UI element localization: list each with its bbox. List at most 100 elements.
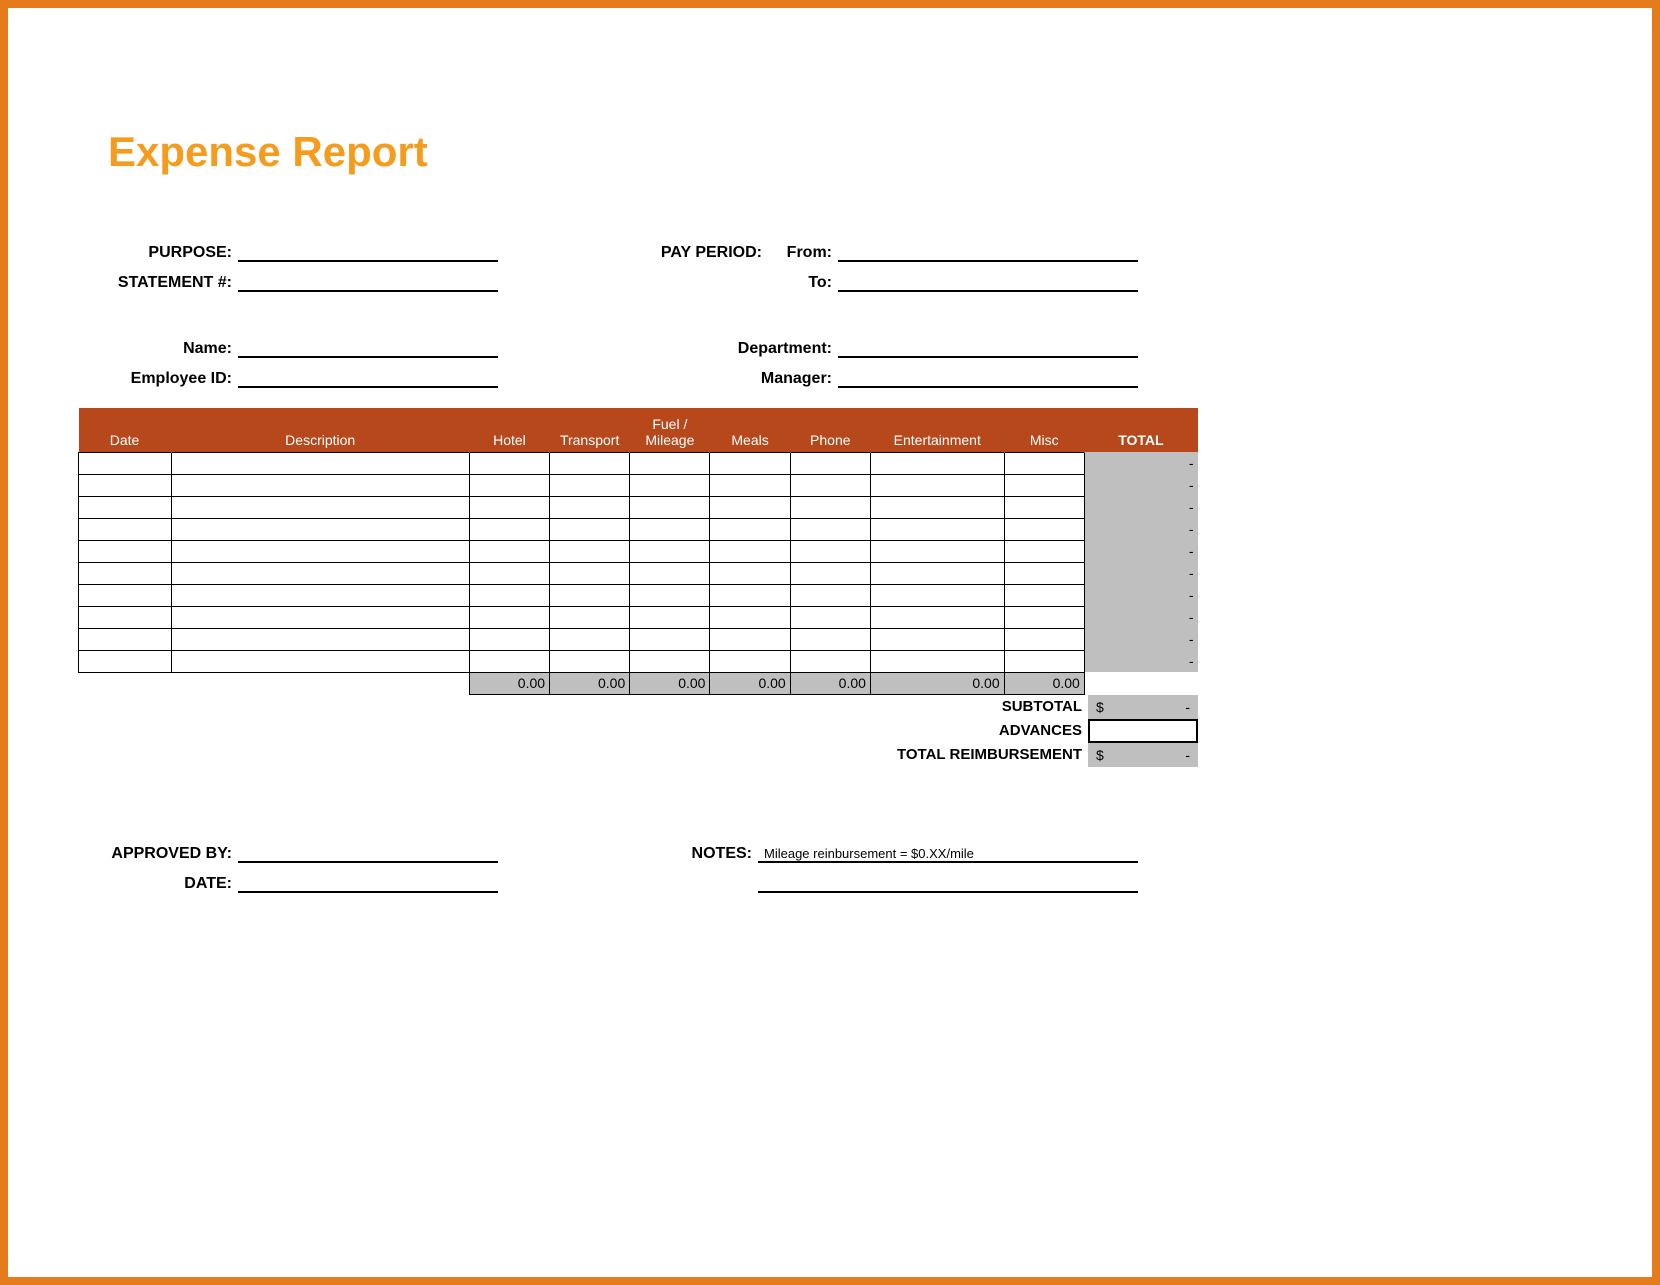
table-cell[interactable]	[171, 650, 469, 672]
table-cell[interactable]	[710, 650, 790, 672]
employee-id-input[interactable]	[238, 366, 498, 388]
table-cell[interactable]	[171, 562, 469, 584]
table-cell[interactable]	[870, 628, 1004, 650]
purpose-input[interactable]	[238, 240, 498, 262]
table-cell[interactable]	[469, 628, 549, 650]
approval-date-input[interactable]	[238, 871, 498, 893]
manager-input[interactable]	[838, 366, 1138, 388]
table-cell[interactable]	[550, 650, 630, 672]
table-cell[interactable]	[790, 650, 870, 672]
table-cell[interactable]	[550, 584, 630, 606]
table-cell[interactable]	[710, 496, 790, 518]
table-cell[interactable]	[790, 518, 870, 540]
table-cell[interactable]	[550, 540, 630, 562]
table-cell[interactable]	[710, 474, 790, 496]
table-cell[interactable]	[469, 650, 549, 672]
table-cell[interactable]	[171, 496, 469, 518]
table-cell[interactable]	[630, 496, 710, 518]
table-cell[interactable]	[790, 628, 870, 650]
table-cell[interactable]	[710, 584, 790, 606]
table-cell[interactable]	[79, 474, 172, 496]
advances-input[interactable]	[1088, 719, 1198, 743]
table-cell[interactable]	[710, 562, 790, 584]
table-cell[interactable]	[1004, 540, 1084, 562]
table-cell[interactable]	[171, 518, 469, 540]
table-cell[interactable]	[171, 474, 469, 496]
table-cell[interactable]	[710, 606, 790, 628]
table-cell[interactable]	[1004, 650, 1084, 672]
table-cell[interactable]	[790, 606, 870, 628]
table-cell[interactable]	[550, 474, 630, 496]
table-cell[interactable]	[79, 628, 172, 650]
table-cell[interactable]	[630, 650, 710, 672]
table-cell[interactable]	[1004, 496, 1084, 518]
table-cell[interactable]	[1004, 452, 1084, 474]
statement-input[interactable]	[238, 270, 498, 292]
table-cell[interactable]	[630, 584, 710, 606]
table-cell[interactable]	[870, 518, 1004, 540]
table-cell[interactable]	[469, 606, 549, 628]
table-cell[interactable]	[790, 452, 870, 474]
table-cell[interactable]	[79, 540, 172, 562]
table-cell[interactable]	[79, 606, 172, 628]
table-cell[interactable]	[870, 474, 1004, 496]
table-cell[interactable]	[1004, 518, 1084, 540]
table-cell[interactable]	[1004, 606, 1084, 628]
table-cell[interactable]	[79, 518, 172, 540]
table-cell[interactable]	[630, 540, 710, 562]
to-input[interactable]	[838, 270, 1138, 292]
table-cell[interactable]	[79, 496, 172, 518]
table-cell[interactable]	[870, 606, 1004, 628]
table-cell[interactable]	[630, 628, 710, 650]
table-cell[interactable]	[790, 540, 870, 562]
table-cell[interactable]	[630, 606, 710, 628]
approved-by-input[interactable]	[238, 841, 498, 863]
table-cell[interactable]	[1004, 628, 1084, 650]
table-cell[interactable]	[79, 562, 172, 584]
table-cell[interactable]	[710, 628, 790, 650]
table-cell[interactable]	[171, 584, 469, 606]
from-input[interactable]	[838, 240, 1138, 262]
table-cell[interactable]	[630, 474, 710, 496]
table-cell[interactable]	[870, 562, 1004, 584]
table-cell[interactable]	[550, 606, 630, 628]
table-cell[interactable]	[790, 496, 870, 518]
table-cell[interactable]	[550, 496, 630, 518]
table-cell[interactable]	[469, 452, 549, 474]
table-cell[interactable]	[870, 496, 1004, 518]
table-cell[interactable]	[630, 518, 710, 540]
table-cell[interactable]	[550, 518, 630, 540]
table-cell[interactable]	[870, 452, 1004, 474]
table-cell[interactable]	[630, 562, 710, 584]
table-cell[interactable]	[710, 518, 790, 540]
table-cell[interactable]	[870, 540, 1004, 562]
table-cell[interactable]	[710, 452, 790, 474]
table-cell[interactable]	[1004, 584, 1084, 606]
table-cell[interactable]	[171, 540, 469, 562]
table-cell[interactable]	[790, 584, 870, 606]
table-cell[interactable]	[469, 496, 549, 518]
table-cell[interactable]	[171, 628, 469, 650]
name-input[interactable]	[238, 336, 498, 358]
table-cell[interactable]	[79, 584, 172, 606]
table-cell[interactable]	[870, 584, 1004, 606]
table-cell[interactable]	[79, 650, 172, 672]
table-cell[interactable]	[469, 584, 549, 606]
table-cell[interactable]	[469, 540, 549, 562]
table-cell[interactable]	[710, 540, 790, 562]
table-cell[interactable]	[171, 452, 469, 474]
table-cell[interactable]	[790, 474, 870, 496]
department-input[interactable]	[838, 336, 1138, 358]
table-cell[interactable]	[469, 518, 549, 540]
table-cell[interactable]	[171, 606, 469, 628]
table-cell[interactable]	[1004, 474, 1084, 496]
table-cell[interactable]	[1004, 562, 1084, 584]
table-cell[interactable]	[469, 562, 549, 584]
table-cell[interactable]	[79, 452, 172, 474]
table-cell[interactable]	[550, 562, 630, 584]
table-cell[interactable]	[469, 474, 549, 496]
table-cell[interactable]	[550, 452, 630, 474]
table-cell[interactable]	[790, 562, 870, 584]
notes-text[interactable]: Mileage reinbursement = $0.XX/mile	[758, 841, 1138, 863]
table-cell[interactable]	[550, 628, 630, 650]
